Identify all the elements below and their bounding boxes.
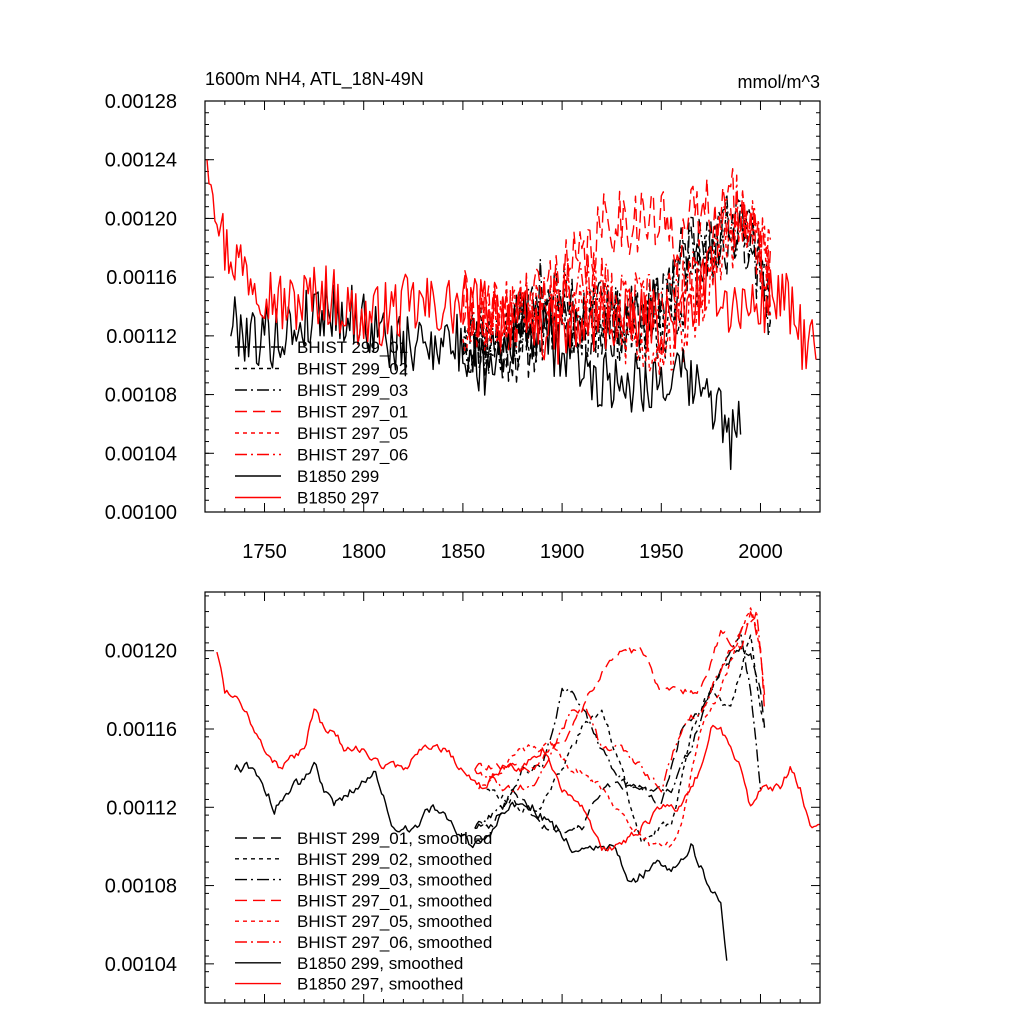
series-line-4 (462, 190, 772, 375)
top-panel: 1600m NH4, ATL_18N-49N mmol/m^3 1750 1800… (105, 69, 821, 563)
series-line-0 (474, 646, 766, 834)
legend-label: B1850 297 (297, 489, 379, 508)
series-line-5 (462, 174, 772, 354)
legend-label: BHIST 297_05 (297, 424, 408, 443)
bottom-panel-frame (204, 591, 821, 1004)
top-panel-series (206, 159, 817, 471)
legend-label: B1850 299 (297, 467, 379, 486)
y-tick-label: 0.00124 (105, 150, 177, 172)
x-tick-label: 1900 (540, 541, 585, 563)
x-tick-label: 1950 (639, 541, 684, 563)
y-tick-label: 0.00120 (105, 641, 177, 663)
x-tick-label: 2000 (738, 541, 783, 563)
top-panel-legend: BHIST 299_01 BHIST 299_02 BHIST 299_03 BHIS… (235, 338, 408, 508)
series-line-2 (474, 630, 762, 829)
y-tick-label: 0.00100 (105, 502, 177, 524)
series-line-3 (474, 611, 766, 774)
y-tick-label: 0.00108 (105, 876, 177, 898)
x-tick-label: 1800 (341, 541, 386, 563)
series-line-4 (478, 607, 762, 848)
legend-label: BHIST 299_02, smoothed (297, 850, 492, 869)
y-tick-label: 0.00104 (105, 954, 177, 976)
legend-label: BHIST 299_02 (297, 360, 408, 379)
x-tick-label: 1750 (242, 541, 287, 563)
legend-label: BHIST 297_05, smoothed (297, 912, 492, 931)
series-line-6 (234, 761, 728, 961)
legend-label: B1850 297, smoothed (297, 975, 463, 994)
legend-label: BHIST 299_01 (297, 338, 408, 357)
series-line-7 (206, 159, 817, 370)
y-tick-label: 0.00116 (106, 719, 177, 741)
legend-label: BHIST 297_06, smoothed (297, 933, 492, 952)
y-tick-label: 0.00116 (106, 267, 177, 289)
top-panel-frame (204, 100, 821, 513)
legend-label: BHIST 297_06 (297, 446, 408, 465)
y-tick-label: 0.00128 (105, 91, 177, 113)
y-tick-label: 0.00104 (105, 443, 177, 465)
legend-label: BHIST 297_01, smoothed (297, 891, 492, 910)
top-panel-ticks: 1750 1800 1850 1900 1950 2000 0.00100 0.00104 0.… (105, 91, 821, 563)
y-tick-label: 0.00108 (105, 385, 177, 407)
bottom-panel-series (216, 607, 821, 961)
legend-label: B1850 299, smoothed (297, 954, 463, 973)
series-line-7 (216, 651, 821, 852)
bottom-panel: 0.00104 0.00108 0.00112 0.00116 0.00120 BHIS… (105, 591, 821, 1004)
y-tick-label: 0.00112 (106, 326, 177, 348)
y-tick-label: 0.00120 (105, 208, 177, 230)
top-panel-title: 1600m NH4, ATL_18N-49N (205, 69, 424, 90)
legend-label: BHIST 299_03, smoothed (297, 871, 492, 890)
x-tick-label: 1850 (441, 541, 486, 563)
legend-label: BHIST 299_01, smoothed (297, 829, 492, 848)
legend-label: BHIST 297_01 (297, 403, 408, 422)
bottom-panel-legend: BHIST 299_01, smoothed BHIST 299_02, smoo… (235, 829, 492, 994)
series-line-5 (474, 610, 766, 793)
y-tick-label: 0.00112 (106, 797, 177, 819)
top-panel-units: mmol/m^3 (738, 72, 820, 92)
series-line-2 (462, 193, 772, 381)
legend-label: BHIST 299_03 (297, 381, 408, 400)
